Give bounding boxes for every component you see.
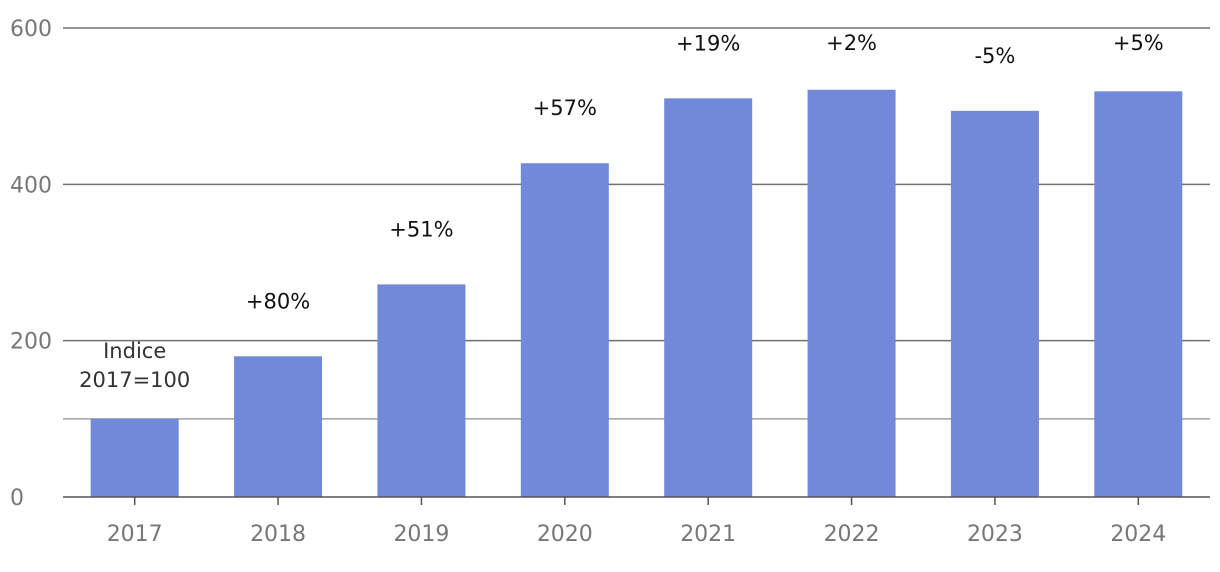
index-annotation-line-1: Indice	[103, 339, 166, 363]
data-label: -5%	[974, 44, 1015, 68]
bar-2023	[950, 110, 1039, 498]
x-tick-label: 2022	[824, 522, 880, 547]
x-tick-label: 2020	[537, 522, 593, 547]
x-tick-label: 2017	[107, 522, 163, 547]
axis-ticks: 0 200 400 600 2017 2018 2019 2020 2021 2022 2023 20…	[10, 17, 1166, 547]
data-label: +5%	[1113, 31, 1164, 55]
y-tick-label: 200	[10, 330, 52, 355]
data-label: +57%	[533, 96, 597, 120]
data-labels: +80% +51% +57% +19% +2% -5% +5%	[246, 31, 1164, 313]
bar-2021	[664, 98, 753, 497]
x-tick-label: 2023	[967, 522, 1023, 547]
index-annotation-line-2: 2017=100	[79, 368, 190, 392]
bar-2022	[807, 89, 896, 498]
bar-2018	[234, 356, 323, 497]
data-label: +19%	[676, 31, 740, 55]
y-tick-label: 0	[10, 486, 24, 511]
x-tick-label: 2019	[393, 522, 449, 547]
x-tick-label: 2021	[680, 522, 736, 547]
data-label: +2%	[826, 31, 877, 55]
bar-2024	[1094, 91, 1183, 497]
bars	[90, 89, 1183, 498]
x-tick-label: 2024	[1110, 522, 1166, 547]
y-tick-label: 600	[10, 17, 52, 42]
bar-2020	[520, 163, 609, 497]
data-label: +51%	[389, 217, 453, 241]
bar-2019	[377, 284, 466, 497]
x-tick-label: 2018	[250, 522, 306, 547]
bar-2017	[90, 418, 179, 497]
data-label: +80%	[246, 289, 310, 313]
y-tick-label: 400	[10, 173, 52, 198]
